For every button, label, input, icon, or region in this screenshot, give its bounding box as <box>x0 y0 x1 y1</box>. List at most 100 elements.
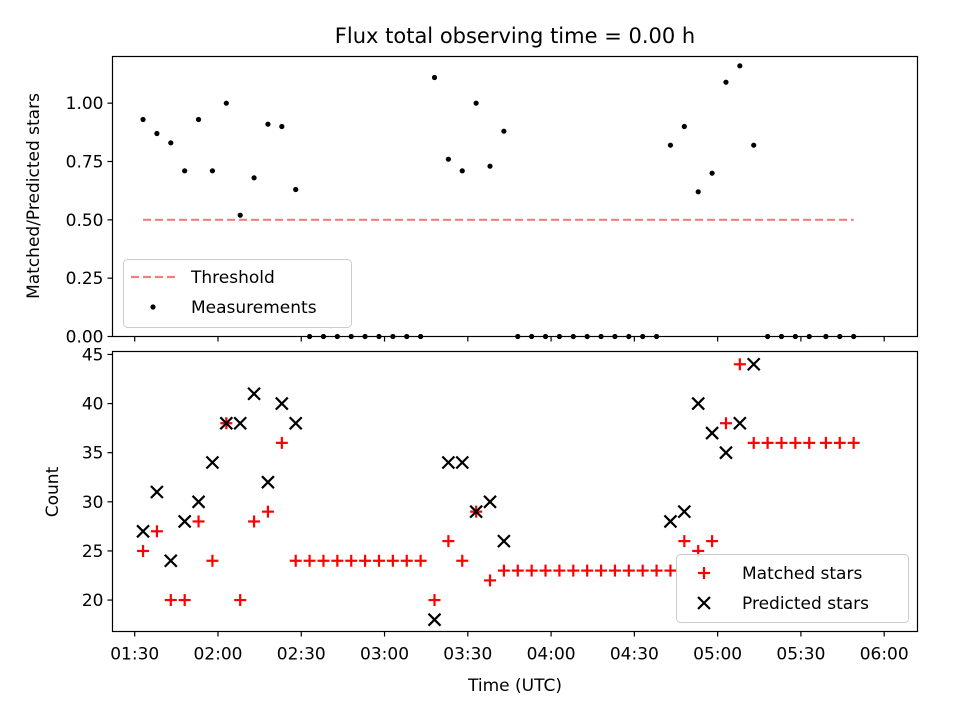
measurement-point <box>445 156 451 162</box>
ratio-y-tick-label: 0.50 <box>66 211 104 231</box>
ratio-x-axis <box>134 336 885 342</box>
matched-star-point <box>581 564 594 577</box>
ratio-y-tick-label: 1.00 <box>66 94 104 114</box>
count-plot-area <box>136 357 860 627</box>
predicted-star-point <box>497 534 511 548</box>
matched-star-point <box>608 564 621 577</box>
threshold-legend-label: Threshold <box>190 268 275 288</box>
matched-star-point <box>317 554 330 567</box>
matched-star-point <box>484 574 497 587</box>
matched-star-point <box>664 564 677 577</box>
count-legend-box <box>676 554 909 623</box>
matched-star-point <box>137 544 150 557</box>
matched-star-point <box>331 554 344 567</box>
measurement-point <box>209 168 216 174</box>
predicted-star-point <box>191 495 206 509</box>
matched-star-point <box>567 564 580 577</box>
matched-star-point <box>442 535 455 548</box>
measurement-point <box>667 142 674 148</box>
measurement-point <box>459 168 465 174</box>
matched-star-point <box>359 554 372 567</box>
count-x-tick-label: 05:30 <box>776 645 825 665</box>
count-y-tick-label: 25 <box>82 542 104 562</box>
matched-star-point <box>248 515 261 528</box>
predicted-star-point <box>150 485 164 499</box>
matched-star-point <box>636 564 649 577</box>
chart-title: Flux total observing time = 0.00 h <box>335 24 695 48</box>
matched-legend-swatch <box>698 567 710 579</box>
measurement-point <box>431 74 438 81</box>
ratio-y-tick-label: 0.75 <box>66 153 104 173</box>
predicted-star-point <box>705 426 719 440</box>
count-x-tick-label: 04:00 <box>527 645 576 665</box>
measurement-point <box>737 63 743 69</box>
matched-star-point <box>372 554 385 567</box>
measurement-point <box>487 163 493 169</box>
matched-star-point <box>456 554 469 567</box>
count-x-tick-label: 02:30 <box>277 645 326 665</box>
count-y-tick-label: 30 <box>82 493 104 513</box>
matched-star-point <box>497 564 510 577</box>
count-plot-frame <box>111 350 919 633</box>
matched-star-point <box>206 554 219 567</box>
count-x-tick-label: 01:30 <box>110 645 159 665</box>
matched-star-point <box>595 564 608 577</box>
predicted-star-point <box>746 357 761 372</box>
matched-star-point <box>803 436 816 449</box>
matched-star-point <box>525 564 538 577</box>
predicted-star-point <box>233 416 247 430</box>
count-y-tick-label: 45 <box>82 345 104 365</box>
predicted-legend-label: Predicted stars <box>742 594 869 614</box>
matched-star-point <box>733 358 746 371</box>
count-x-tick-label: 05:00 <box>693 645 742 665</box>
measurement-point <box>195 116 202 123</box>
measurement-point <box>293 186 299 193</box>
ratio-legend-box <box>123 259 352 328</box>
predicted-star-point <box>427 612 442 627</box>
matched-star-point <box>261 505 274 518</box>
matched-star-point <box>789 436 802 449</box>
count-x-tick-label: 06:00 <box>860 645 909 665</box>
predicted-star-point <box>677 504 692 519</box>
matched-star-point <box>678 535 691 548</box>
matched-star-point <box>414 554 427 567</box>
matched-star-point <box>747 436 760 449</box>
measurement-point <box>279 123 285 130</box>
measurement-point <box>265 121 271 127</box>
count-y-tick-label: 35 <box>82 444 104 464</box>
matched-star-point <box>400 554 413 567</box>
ratio-y-tick-label: 0.25 <box>66 269 104 289</box>
matched-star-point <box>289 554 302 567</box>
measurement-point <box>182 168 188 174</box>
measurement-point <box>473 100 479 106</box>
matched-star-point <box>622 564 635 577</box>
matched-star-point <box>275 436 288 449</box>
predicted-star-point <box>205 455 220 470</box>
matched-star-point <box>428 594 441 607</box>
predicted-star-point <box>691 396 705 411</box>
predicted-star-point <box>719 445 733 460</box>
ratio-y-axis-label: Matched/Predicted stars <box>24 93 44 299</box>
predicted-legend-swatch <box>697 596 711 610</box>
measurement-point <box>237 212 243 218</box>
matched-star-point <box>761 436 774 449</box>
count-y-axis-label: Count <box>43 466 63 517</box>
measurement-point <box>501 128 507 134</box>
count-x-tick-label: 03:00 <box>360 645 409 665</box>
measurement-point <box>223 100 229 106</box>
count-y-tick-label: 40 <box>82 395 104 415</box>
measurement-point <box>140 116 146 123</box>
measurement-point <box>709 170 715 176</box>
matched-star-point <box>706 535 719 548</box>
predicted-star-point <box>288 416 303 430</box>
measurements-legend-label: Measurements <box>191 298 317 318</box>
predicted-star-point <box>247 386 261 401</box>
matched-star-point <box>234 594 247 607</box>
matched-star-point <box>719 417 732 430</box>
count-legend: Matched stars Predicted stars <box>676 554 909 623</box>
matched-star-point <box>650 564 663 577</box>
ratio-panel: Flux total observing time = 0.00 h 0.000… <box>24 24 919 348</box>
matched-star-point <box>150 525 163 538</box>
measurement-point <box>695 189 701 195</box>
